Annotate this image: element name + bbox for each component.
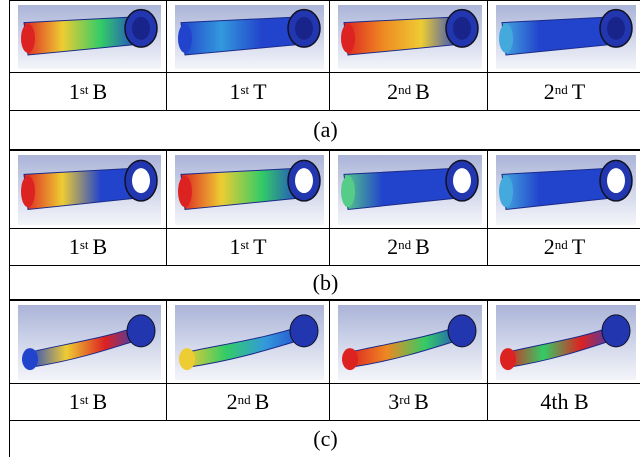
mode-suffix: rd: [399, 392, 410, 408]
mode-shape-image: [330, 1, 488, 73]
image-cell: [329, 150, 487, 228]
mode-shape-image: [488, 1, 640, 73]
mode-number: 2: [544, 79, 555, 105]
mode-suffix: st: [240, 82, 249, 98]
mode-shape-image: [330, 151, 488, 229]
mode-type: T: [572, 234, 585, 260]
panel-caption: (c): [313, 426, 337, 452]
mode-number: 2: [387, 79, 398, 105]
mode-shape-image: [10, 1, 167, 73]
mode-shape-image: [10, 151, 167, 229]
mode-shape-image: [167, 301, 330, 384]
panel-caption: (b): [313, 270, 339, 296]
mode-suffix: nd: [555, 82, 568, 98]
mode-type: B: [92, 389, 107, 415]
image-cell: [9, 300, 166, 383]
figure-table: 1stB1stT2ndB2ndT(a)1stB1stT2ndB2ndT(b)1s…: [0, 0, 640, 457]
mode-number: 3: [388, 389, 399, 415]
mode-suffix: st: [240, 237, 249, 253]
mode-type: B: [92, 234, 107, 260]
panel-caption-cell: (b): [9, 265, 640, 300]
image-cell: [487, 0, 640, 72]
mode-number: 1: [229, 234, 240, 260]
image-cell: [329, 0, 487, 72]
panel-caption-cell: (c): [9, 420, 640, 457]
mode-number: 1: [69, 79, 80, 105]
mode-number: 1: [229, 79, 240, 105]
mode-shape-image: [167, 151, 330, 229]
mode-shape-image: [488, 151, 640, 229]
mode-suffix: st: [80, 82, 89, 98]
panel-caption-cell: (a): [9, 110, 640, 150]
image-cell: [9, 0, 166, 72]
mode-label-cell: 4th B: [487, 383, 640, 420]
mode-suffix: nd: [238, 392, 251, 408]
mode-shape-image: [488, 301, 640, 384]
image-cell: [487, 300, 640, 383]
image-cell: [9, 150, 166, 228]
mode-type: B: [255, 389, 270, 415]
mode-suffix: st: [80, 237, 89, 253]
mode-suffix: nd: [398, 237, 411, 253]
mode-shape-image: [10, 301, 167, 384]
image-cell: [166, 0, 329, 72]
mode-type: B: [414, 389, 429, 415]
image-cell: [329, 300, 487, 383]
mode-type: T: [253, 234, 266, 260]
mode-number: 1: [69, 389, 80, 415]
mode-type: B: [415, 234, 430, 260]
mode-number: 2: [227, 389, 238, 415]
mode-number: 2: [387, 234, 398, 260]
mode-shape-image: [167, 1, 330, 73]
mode-shape-image: [330, 301, 488, 384]
mode-label: 4th B: [540, 389, 588, 415]
mode-type: T: [253, 79, 266, 105]
mode-number: 1: [69, 234, 80, 260]
image-cell: [487, 150, 640, 228]
image-cell: [166, 300, 329, 383]
mode-type: B: [415, 79, 430, 105]
mode-number: 2: [544, 234, 555, 260]
panel-caption: (a): [313, 117, 337, 143]
mode-type: B: [92, 79, 107, 105]
image-cell: [166, 150, 329, 228]
mode-suffix: st: [80, 392, 89, 408]
mode-type: T: [572, 79, 585, 105]
mode-suffix: nd: [555, 237, 568, 253]
mode-suffix: nd: [398, 82, 411, 98]
